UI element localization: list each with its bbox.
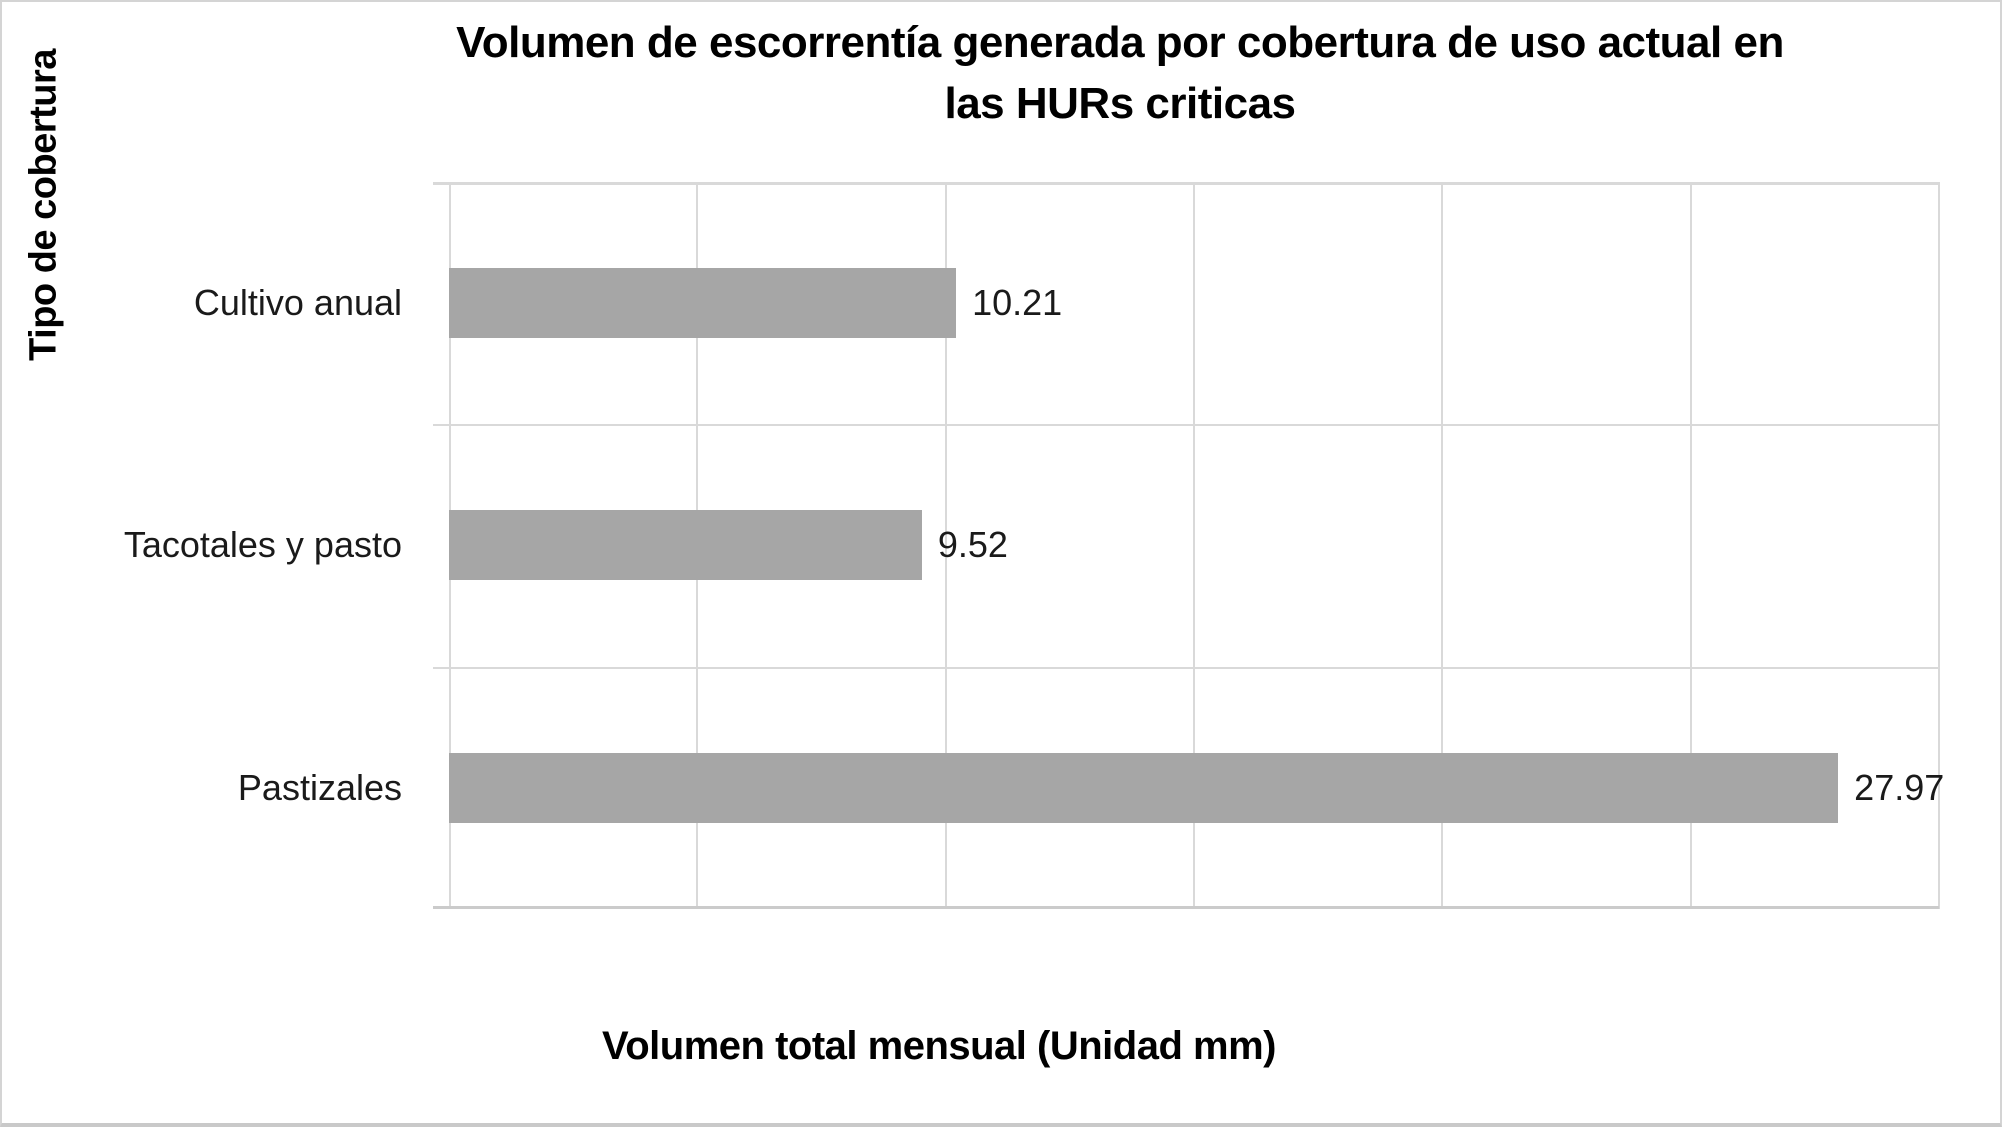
- chart-title: Volumen de escorrentía generada por cobe…: [235, 12, 2000, 134]
- bar-series: 10.21 9.52 27.97: [449, 182, 1944, 909]
- bar-band: 27.97: [449, 667, 1944, 909]
- bar-band: 9.52: [449, 424, 1939, 666]
- chart-title-line-2: las HURs criticas: [944, 79, 1296, 128]
- gridline-v: [1441, 182, 1444, 909]
- bar-band: 10.21: [449, 182, 1939, 424]
- bar: [449, 510, 922, 581]
- gridline-h: [433, 666, 1939, 669]
- gridline-h: [433, 424, 1939, 427]
- category-label: Pastizales: [237, 766, 402, 808]
- bar-value-label: 10.21: [972, 282, 1063, 324]
- category-label: Cultivo anual: [193, 282, 402, 324]
- bar-value-label: 9.52: [937, 524, 1008, 566]
- value-axis-line: [433, 906, 1939, 909]
- category-axis-labels: Cultivo anual Tacotales y pasto Pastizales: [2, 182, 402, 909]
- plot-area: 10.21 9.52 27.97: [433, 182, 1944, 909]
- gridline-v: [1193, 182, 1195, 909]
- gridline-h: [433, 182, 1939, 185]
- bar: [449, 268, 957, 339]
- bar-value-label: 27.97: [1854, 766, 1945, 808]
- gridline-v: [1689, 182, 1692, 909]
- gridline-v: [1938, 182, 1940, 909]
- category-label: Tacotales y pasto: [123, 524, 402, 566]
- bar: [449, 752, 1839, 823]
- gridline-v: [944, 182, 947, 909]
- chart-title-line-1: Volumen de escorrentía generada por cobe…: [456, 18, 1784, 67]
- x-axis-title: Volumen total mensual (Unidad mm): [602, 1024, 1276, 1068]
